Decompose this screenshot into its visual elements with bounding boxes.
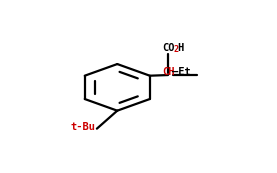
Text: CH: CH — [162, 67, 175, 77]
Text: —Et: —Et — [172, 67, 191, 77]
Text: 2: 2 — [174, 45, 179, 54]
Text: t-Bu: t-Bu — [70, 122, 95, 132]
Text: H: H — [177, 43, 184, 53]
Text: CO: CO — [163, 43, 175, 53]
